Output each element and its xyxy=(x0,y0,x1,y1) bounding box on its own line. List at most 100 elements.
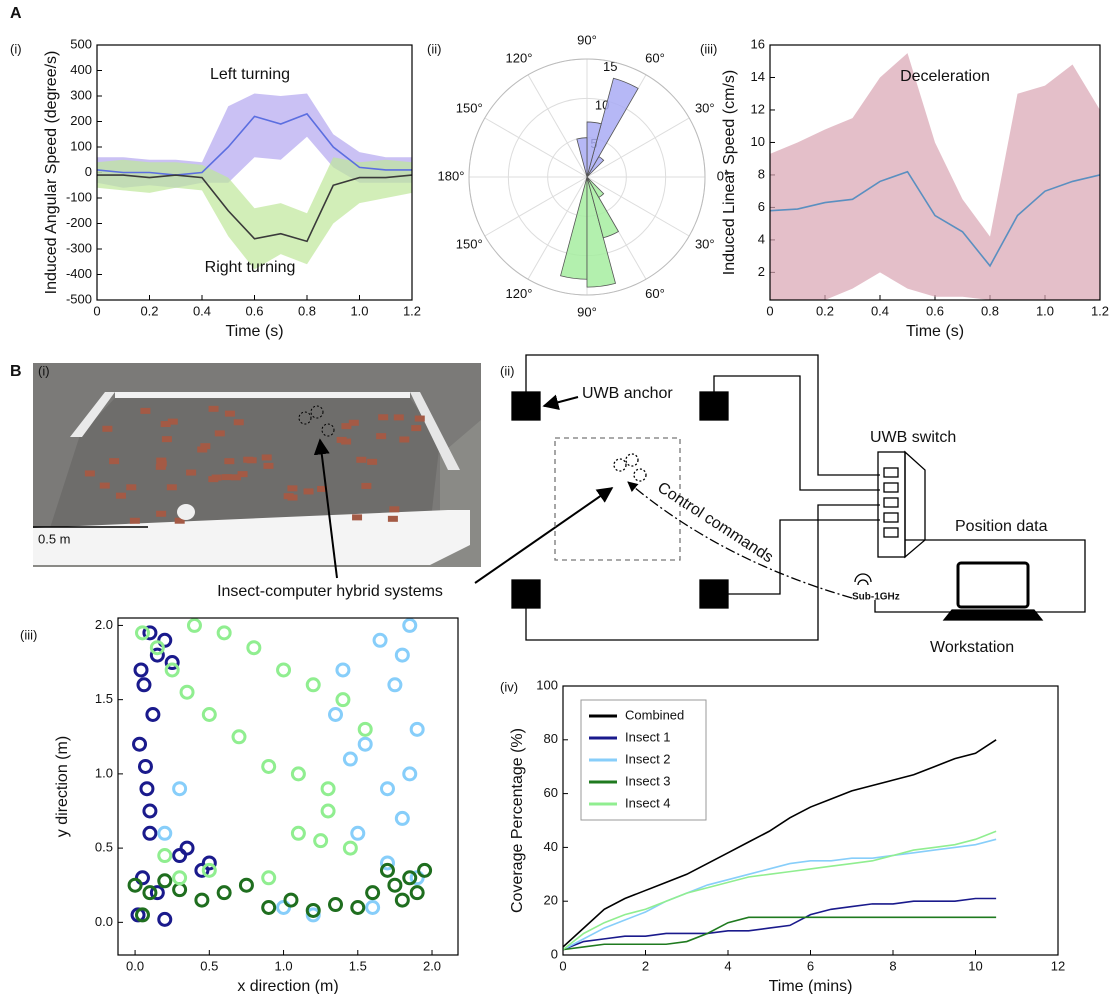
scatter-point xyxy=(149,885,165,901)
scatter-point xyxy=(305,677,321,693)
scatter-point xyxy=(132,736,148,752)
scatter-point xyxy=(179,684,195,700)
x-tick-label: 0.4 xyxy=(193,303,211,318)
theta-tick-label: 90° xyxy=(577,304,597,319)
scatter-point xyxy=(246,640,262,656)
x-tick-label: 0 xyxy=(559,958,566,973)
x-tick-label: 1.5 xyxy=(349,958,367,973)
scatter-point xyxy=(139,781,155,797)
x-tick-label: 0.8 xyxy=(298,303,316,318)
y-tick-label: 2.0 xyxy=(95,617,113,632)
scatter-point xyxy=(216,625,232,641)
y-tick-label: 200 xyxy=(70,113,92,128)
scatter-point xyxy=(186,618,202,633)
legend-box xyxy=(580,699,707,821)
scatter-point xyxy=(157,825,173,841)
scatter-point xyxy=(238,877,254,893)
section-label: B xyxy=(10,363,22,380)
scatter-point xyxy=(172,870,188,886)
scatter-point xyxy=(357,721,373,737)
section-label: A xyxy=(10,5,22,22)
y-tick-label: 60 xyxy=(544,785,558,800)
x-tick-label: 0.5 xyxy=(200,958,218,973)
scatter-point xyxy=(216,885,232,901)
rose-wedge xyxy=(576,137,588,178)
rose-wedge xyxy=(560,176,588,280)
rose-wedge xyxy=(586,77,639,178)
angular-grid xyxy=(527,176,588,280)
scatter-point xyxy=(142,825,158,841)
scatter-point xyxy=(320,803,336,819)
scatter-point xyxy=(276,662,292,678)
y-tick-label: 100 xyxy=(70,138,92,153)
legend-label: Insect 3 xyxy=(625,773,671,788)
x-axis-label: Time (mins) xyxy=(769,978,853,994)
annotation: Right turning xyxy=(205,259,296,276)
scatter-point xyxy=(164,655,180,671)
scatter-point xyxy=(417,862,433,878)
y-tick-label: 400 xyxy=(70,62,92,77)
x-tick-label: 6 xyxy=(807,958,814,973)
scatter-point xyxy=(394,810,410,826)
scatter-point xyxy=(179,840,195,856)
x-tick-label: 12 xyxy=(1051,958,1065,973)
y-tick-label: 16 xyxy=(751,36,765,51)
x-tick-label: 1.0 xyxy=(275,958,293,973)
x-tick-label: 0.4 xyxy=(871,303,889,318)
plot-frame xyxy=(769,44,1101,301)
panel-label: (iv) xyxy=(500,679,518,694)
scatter-point xyxy=(402,766,418,782)
scatter-point xyxy=(261,758,277,774)
plot-frame xyxy=(117,617,459,956)
series-line xyxy=(97,174,412,243)
scatter-point xyxy=(313,833,329,849)
scale-label: 0.5 m xyxy=(38,531,71,546)
scatter-point xyxy=(342,751,358,767)
scatter-point xyxy=(276,899,292,915)
y-tick-label: 2 xyxy=(758,264,765,279)
series-line xyxy=(563,830,997,951)
theta-tick-label: 150° xyxy=(456,100,483,115)
y-tick-label: -500 xyxy=(66,291,92,306)
scatter-point xyxy=(145,706,161,722)
series-line xyxy=(563,897,997,951)
plot-frame xyxy=(96,44,413,301)
theta-tick-label: 90° xyxy=(577,32,597,47)
y-tick-label: 300 xyxy=(70,87,92,102)
scatter-point xyxy=(149,640,165,656)
callout-arrow xyxy=(474,487,614,584)
y-tick-label: 0 xyxy=(85,164,92,179)
scatter-point xyxy=(394,647,410,663)
scatter-point xyxy=(172,781,188,797)
scatter-point xyxy=(201,706,217,722)
plot-frame xyxy=(562,685,1059,956)
scatter-point xyxy=(201,855,217,871)
panel-label: (i) xyxy=(38,363,50,378)
x-tick-label: 1.0 xyxy=(1036,303,1054,318)
y-axis-label: Induced Linear Speed (cm/s) xyxy=(721,70,738,275)
x-tick-label: 2.0 xyxy=(423,958,441,973)
scatter-point xyxy=(142,885,158,901)
plot-area xyxy=(127,618,433,927)
theta-tick-label: 120° xyxy=(506,286,533,301)
y-axis-label: Coverage Percentage (%) xyxy=(509,728,526,913)
y-tick-label: 0.0 xyxy=(95,914,113,929)
confidence-band xyxy=(770,53,1100,300)
scatter-point xyxy=(136,677,152,693)
plot-area xyxy=(97,93,412,270)
y-tick-label: 500 xyxy=(70,36,92,51)
theta-tick-label: 60° xyxy=(645,51,665,66)
y-tick-label: 0 xyxy=(551,946,558,961)
scatter-point xyxy=(365,899,381,915)
angular-grid xyxy=(484,117,588,178)
scatter-point xyxy=(134,907,150,923)
scatter-point xyxy=(172,882,188,898)
plot-area xyxy=(770,53,1100,300)
y-axis-label: y direction (m) xyxy=(54,736,71,837)
angular-grid xyxy=(484,176,588,237)
scatter-point xyxy=(328,706,344,722)
workstation-label: Workstation xyxy=(930,639,1014,656)
x-tick-label: 0.2 xyxy=(816,303,834,318)
